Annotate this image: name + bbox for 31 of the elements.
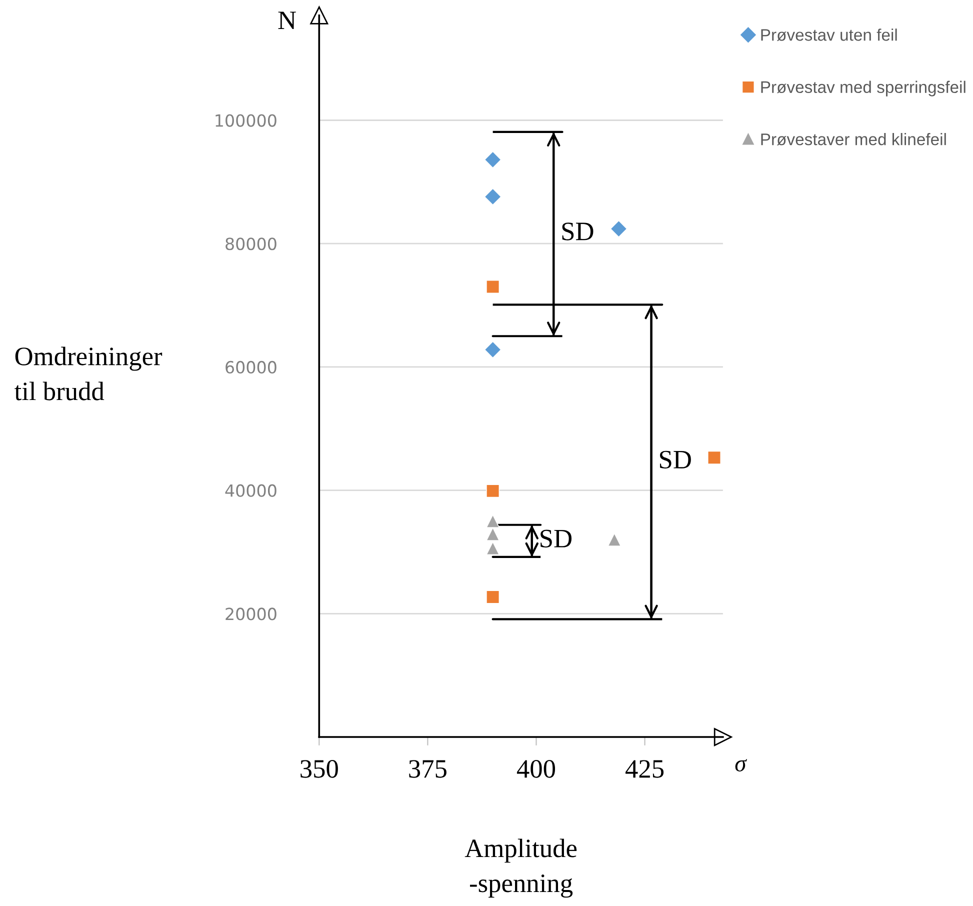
point xyxy=(610,220,628,238)
y-tick-label: 20000 xyxy=(226,608,276,620)
y-tick-label: 60000 xyxy=(226,360,276,374)
legend-label: Prøvestav med sperringsfeil xyxy=(761,80,966,96)
point xyxy=(707,450,722,464)
y-tick-label: 80000 xyxy=(226,238,276,250)
y-tick-label: 100000 xyxy=(216,114,276,127)
point xyxy=(486,514,500,528)
annotation: SD xyxy=(562,222,594,240)
point xyxy=(486,280,500,294)
x-tick-label: 425 xyxy=(626,760,664,778)
legend-label: Prøvestaver med klinefeil xyxy=(761,132,946,146)
text: σ xyxy=(735,759,748,772)
annotation: SD xyxy=(540,530,572,548)
point xyxy=(486,527,500,541)
point xyxy=(608,532,622,546)
text: N xyxy=(278,12,296,29)
point xyxy=(484,151,502,168)
point xyxy=(486,541,500,556)
y-tick-label: 40000 xyxy=(225,484,276,497)
x-tick-label: 375 xyxy=(409,760,446,778)
point xyxy=(486,590,500,604)
x-tick-label: 350 xyxy=(300,760,338,778)
x-axis-title: Amplitude -spenning xyxy=(464,838,577,898)
legend-label: Prøvestav uten feil xyxy=(761,28,897,41)
point xyxy=(484,341,502,358)
y-axis-title: Omdreininger til brudd xyxy=(14,346,162,400)
annotation: SD xyxy=(660,450,691,469)
point xyxy=(484,188,502,206)
point xyxy=(486,484,500,498)
x-tick-label: 400 xyxy=(516,760,556,778)
